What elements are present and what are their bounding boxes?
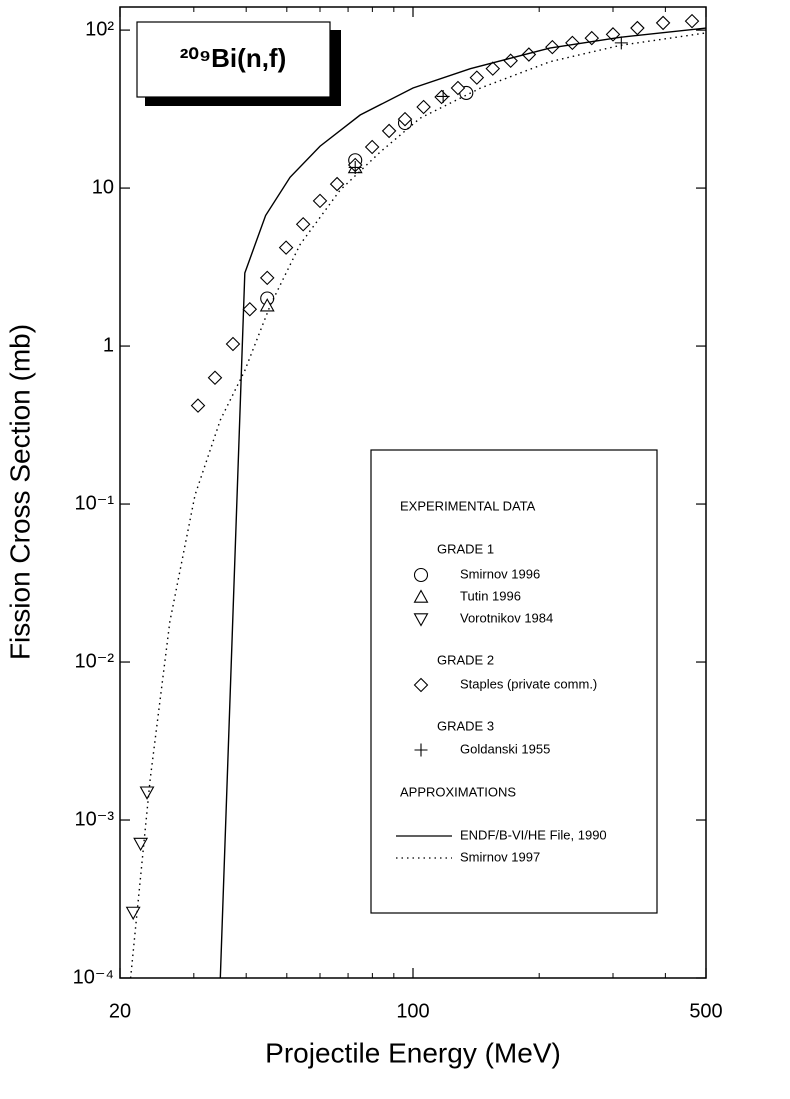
- data-point: [295, 216, 311, 232]
- legend-label: Smirnov 1996: [460, 566, 540, 581]
- data-point: [190, 398, 206, 413]
- y-tick-label: 10⁻¹: [75, 492, 115, 514]
- data-point: [364, 139, 380, 155]
- legend-symbol: [413, 613, 429, 627]
- legend-symbol: [413, 677, 429, 693]
- y-axis-label: Fission Cross Section (mb): [4, 324, 35, 660]
- data-point: [381, 123, 397, 139]
- data-point: [397, 111, 413, 127]
- y-tick-label: 10⁻³: [75, 808, 115, 830]
- x-tick-label: 100: [396, 1000, 429, 1022]
- y-tick-label: 10: [92, 176, 114, 198]
- y-tick-label: 10⁻⁴: [73, 966, 114, 988]
- chart-title: ²⁰⁹Bi(n,f): [180, 43, 287, 73]
- data-point: [450, 80, 466, 96]
- x-tick-label: 500: [689, 1000, 722, 1022]
- data-point: [348, 160, 362, 174]
- data-point: [133, 837, 149, 852]
- data-point: [329, 176, 345, 192]
- data-point: [242, 301, 258, 317]
- data-point: [207, 370, 223, 386]
- legend-symbol: [413, 567, 429, 583]
- data-point: [436, 89, 450, 103]
- legend-label: Tutin 1996: [460, 588, 521, 603]
- legend-heading: APPROXIMATIONS: [400, 784, 516, 799]
- data-point: [614, 36, 628, 50]
- data-point: [312, 193, 328, 209]
- data-point: [225, 336, 241, 352]
- data-point: [565, 35, 580, 51]
- data-point: [139, 786, 155, 800]
- legend-heading: GRADE 2: [437, 652, 494, 667]
- y-tick-label: 10²: [85, 18, 114, 40]
- data-point: [259, 298, 275, 312]
- data-point: [655, 15, 671, 31]
- data-point: [469, 70, 485, 85]
- legend-label: Smirnov 1997: [460, 849, 540, 864]
- y-tick-label: 1: [103, 334, 114, 356]
- x-axis-label: Projectile Energy (MeV): [265, 1037, 561, 1068]
- title-box: [136, 21, 331, 98]
- legend-label: Goldanski 1955: [460, 741, 550, 756]
- legend-heading: EXPERIMENTAL DATA: [400, 498, 536, 513]
- curve: [129, 32, 706, 978]
- data-point: [278, 240, 294, 255]
- legend-symbol: [414, 743, 428, 757]
- data-point: [125, 906, 141, 921]
- data-point: [259, 270, 275, 286]
- legend-label: Staples (private comm.): [460, 676, 597, 691]
- y-tick-label: 10⁻²: [75, 650, 115, 672]
- legend-symbol: [413, 589, 429, 603]
- curve: [219, 27, 706, 978]
- legend-label: ENDF/B-VI/HE File, 1990: [460, 827, 607, 842]
- data-point: [485, 61, 501, 76]
- x-tick-label: 20: [109, 1000, 131, 1022]
- legend-label: Vorotnikov 1984: [460, 610, 553, 625]
- data-point: [630, 20, 645, 36]
- legend-heading: GRADE 3: [437, 718, 494, 733]
- data-point: [503, 53, 518, 68]
- legend-heading: GRADE 1: [437, 541, 494, 556]
- data-point: [684, 13, 700, 29]
- data-point: [416, 99, 431, 115]
